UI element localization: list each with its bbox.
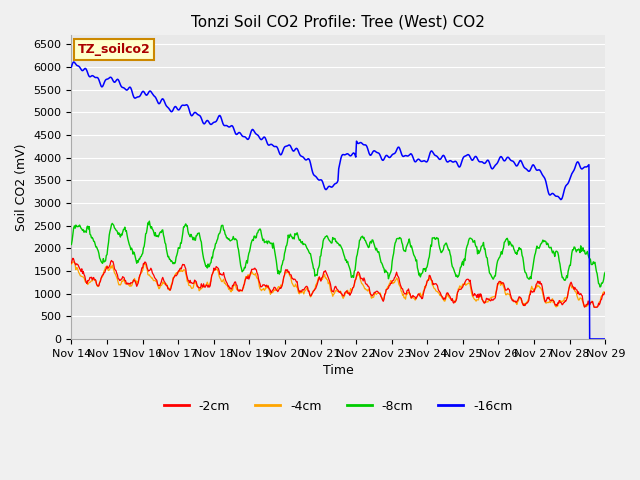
Text: TZ_soilco2: TZ_soilco2 <box>78 43 150 56</box>
Title: Tonzi Soil CO2 Profile: Tree (West) CO2: Tonzi Soil CO2 Profile: Tree (West) CO2 <box>191 15 485 30</box>
Legend: -2cm, -4cm, -8cm, -16cm: -2cm, -4cm, -8cm, -16cm <box>159 395 518 418</box>
X-axis label: Time: Time <box>323 364 354 377</box>
Y-axis label: Soil CO2 (mV): Soil CO2 (mV) <box>15 144 28 231</box>
